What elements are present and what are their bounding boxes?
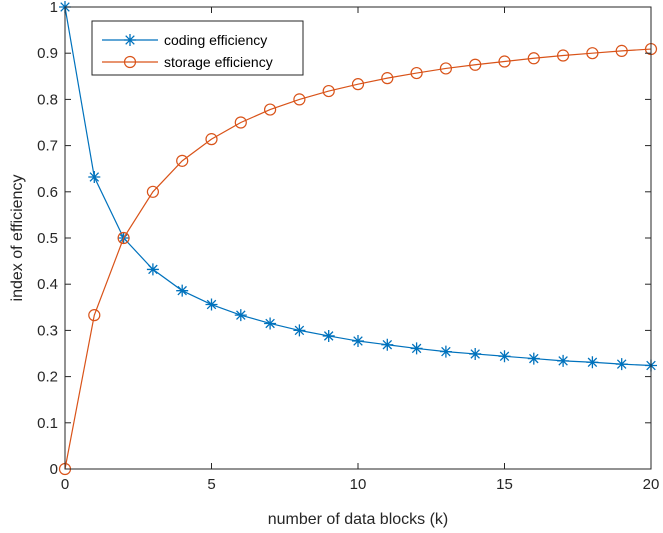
y-tick-label: 0.9 xyxy=(37,45,58,62)
data-point xyxy=(410,342,423,355)
data-point xyxy=(527,52,540,65)
data-point xyxy=(264,317,277,330)
x-tick-label: 0 xyxy=(61,476,69,493)
data-point xyxy=(264,103,277,116)
legend-label: coding efficiency xyxy=(164,32,267,48)
series-asterisk xyxy=(59,1,657,372)
data-point xyxy=(322,329,335,342)
data-point xyxy=(381,338,394,351)
data-point xyxy=(234,309,247,322)
data-point xyxy=(527,352,540,365)
data-point xyxy=(352,335,364,348)
data-point xyxy=(322,84,335,98)
legend: coding efficiency storage efficiency xyxy=(91,20,304,76)
x-axis-label: number of data blocks (k) xyxy=(268,511,449,528)
data-point xyxy=(88,171,101,184)
y-tick-label: 0.6 xyxy=(37,184,58,201)
y-tick-label: 0.4 xyxy=(37,276,58,293)
data-point xyxy=(615,358,628,371)
data-point xyxy=(410,66,423,80)
y-tick-label: 0.5 xyxy=(37,230,58,247)
data-point xyxy=(205,298,218,311)
data-point xyxy=(176,154,189,167)
data-point xyxy=(557,354,570,367)
y-tick-label: 0.3 xyxy=(37,322,58,339)
plot-area xyxy=(65,7,651,469)
x-tick-label: 20 xyxy=(643,476,660,493)
data-point xyxy=(293,93,306,106)
data-point xyxy=(556,49,570,62)
data-point xyxy=(615,44,628,57)
data-point xyxy=(439,345,452,358)
data-point xyxy=(439,62,452,75)
y-tick-label: 0.2 xyxy=(37,369,58,386)
data-point xyxy=(205,133,218,146)
data-point xyxy=(176,284,189,297)
data-point xyxy=(117,231,130,245)
data-point xyxy=(586,47,599,60)
y-tick-label: 1 xyxy=(50,0,58,16)
y-tick-label: 0.7 xyxy=(37,138,58,155)
data-point xyxy=(234,116,247,129)
data-point xyxy=(88,309,101,322)
legend-box xyxy=(91,20,304,76)
data-point xyxy=(293,324,306,337)
y-tick-label: 0.8 xyxy=(37,91,58,108)
data-point xyxy=(381,72,394,85)
series-line xyxy=(64,48,652,470)
y-axis-label: index of efficiency xyxy=(9,175,26,302)
x-tick-label: 10 xyxy=(350,476,367,493)
y-tick-label: 0 xyxy=(50,461,58,478)
data-point xyxy=(469,58,482,71)
data-point xyxy=(586,356,599,369)
x-tick-label: 15 xyxy=(496,476,513,493)
data-point xyxy=(146,185,159,198)
data-point xyxy=(498,350,511,363)
legend-marker xyxy=(124,34,136,46)
y-tick-label: 0.1 xyxy=(37,415,58,432)
data-point xyxy=(469,347,482,360)
x-tick-label: 5 xyxy=(207,476,215,493)
data-point xyxy=(146,263,159,276)
data-point xyxy=(498,55,511,68)
legend-marker xyxy=(123,55,137,69)
data-point xyxy=(351,78,365,91)
legend-label: storage efficiency xyxy=(164,54,273,70)
